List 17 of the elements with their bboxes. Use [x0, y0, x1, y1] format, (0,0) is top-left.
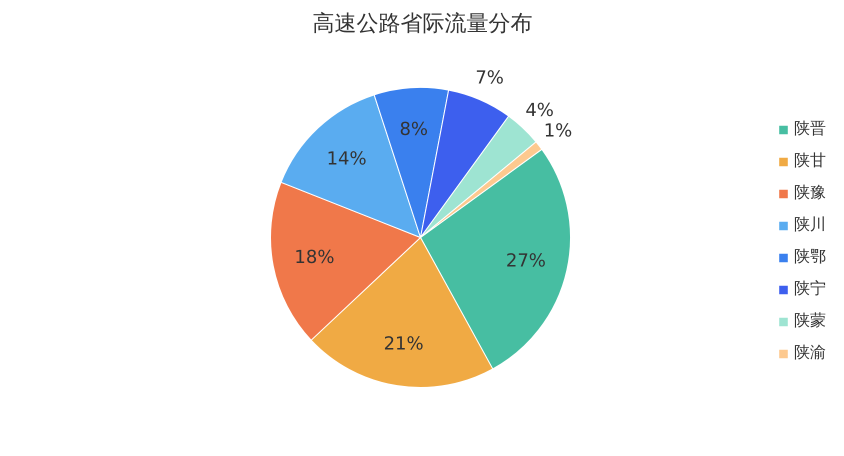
- chart-title: 高速公路省际流量分布: [312, 12, 532, 36]
- legend-label: 陕甘: [794, 150, 826, 172]
- data-label: 18%: [294, 247, 334, 268]
- legend-label: 陕豫: [794, 182, 826, 204]
- data-label: 27%: [506, 250, 546, 272]
- data-label: 8%: [399, 119, 428, 140]
- data-label: 21%: [384, 334, 424, 355]
- legend-label: 陕渝: [794, 342, 826, 364]
- data-label: 7%: [475, 67, 504, 88]
- legend-label: 陕川: [794, 214, 826, 236]
- legend-label: 陕宁: [794, 278, 826, 300]
- legend-label: 陕晋: [794, 118, 826, 140]
- data-label: 14%: [326, 148, 367, 170]
- data-label: 1%: [544, 120, 572, 142]
- legend-label: 陕鄂: [794, 246, 826, 268]
- data-label: 4%: [525, 100, 554, 122]
- legend-label: 陕蒙: [794, 310, 826, 332]
